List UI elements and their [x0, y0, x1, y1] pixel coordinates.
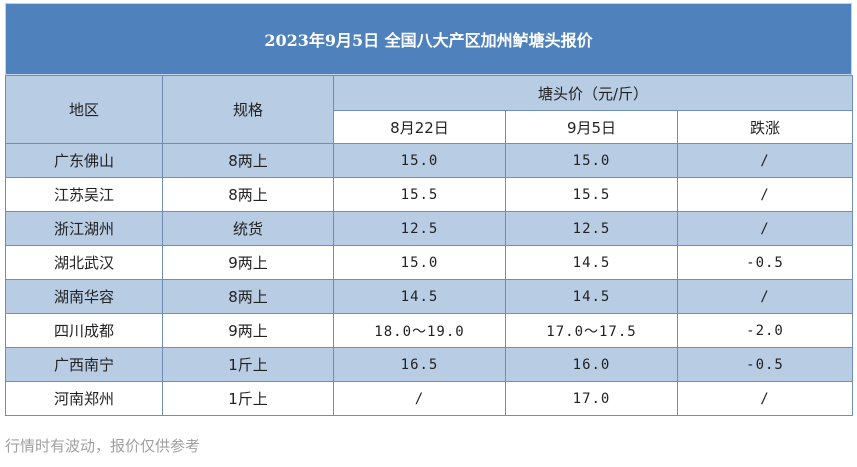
table-row: 广东佛山 8两上 15.0 15.0 /	[5, 143, 854, 178]
cell-price-2: 17.0	[505, 381, 678, 416]
table-row: 广西南宁 1斤上 16.5 16.0 -0.5	[5, 347, 854, 382]
cell-price-1: 15.0	[333, 245, 506, 280]
cell-spec: 统货	[162, 211, 334, 246]
cell-region: 湖南华容	[5, 279, 163, 314]
cell-price-2: 12.5	[505, 211, 678, 246]
price-table-container: 2023年9月5日 全国八大产区加州鲈塘头报价 地区 规格 塘头价（元/斤） 8…	[5, 3, 854, 416]
cell-region: 广东佛山	[5, 143, 163, 178]
header-date-1: 8月22日	[333, 110, 506, 144]
cell-price-1: 12.5	[333, 211, 506, 246]
cell-price-1: 15.5	[333, 177, 506, 212]
cell-price-2: 15.0	[505, 143, 678, 178]
header-spec: 规格	[162, 75, 334, 144]
cell-region: 河南郑州	[5, 381, 163, 416]
cell-change: /	[676, 279, 854, 314]
cell-change: /	[676, 211, 854, 246]
cell-change: -0.5	[676, 245, 854, 280]
table-row: 浙江湖州 统货 12.5 12.5 /	[5, 211, 854, 246]
header-date-2: 9月5日	[505, 110, 678, 144]
cell-change: -0.5	[676, 347, 854, 382]
cell-spec: 8两上	[162, 143, 334, 178]
table-row: 江苏吴江 8两上 15.5 15.5 /	[5, 177, 854, 212]
cell-region: 湖北武汉	[5, 245, 163, 280]
table-title: 2023年9月5日 全国八大产区加州鲈塘头报价	[5, 3, 852, 75]
cell-price-1: 16.5	[333, 347, 506, 382]
cell-price-1: /	[333, 381, 506, 416]
cell-price-1: 15.0	[333, 143, 506, 178]
cell-change: /	[676, 177, 854, 212]
cell-region: 江苏吴江	[5, 177, 163, 212]
header-change: 跌涨	[676, 110, 854, 144]
cell-spec: 8两上	[162, 177, 334, 212]
table-row: 河南郑州 1斤上 / 17.0 /	[5, 381, 854, 416]
cell-change: -2.0	[676, 313, 854, 348]
cell-price-2: 15.5	[505, 177, 678, 212]
cell-spec: 9两上	[162, 245, 334, 280]
cell-region: 四川成都	[5, 313, 163, 348]
cell-region: 广西南宁	[5, 347, 163, 382]
header-price-group: 塘头价（元/斤）	[332, 75, 854, 111]
price-table: 地区 规格 塘头价（元/斤） 8月22日 9月5日 跌涨 广东佛山 8两上 15…	[5, 75, 854, 416]
cell-spec: 1斤上	[162, 381, 334, 416]
cell-change: /	[676, 381, 854, 416]
cell-price-1: 14.5	[333, 279, 506, 314]
disclaimer-note: 行情时有波动，报价仅供参考	[5, 437, 201, 455]
cell-price-2: 16.0	[505, 347, 678, 382]
cell-price-2: 14.5	[505, 279, 678, 314]
cell-spec: 9两上	[162, 313, 334, 348]
cell-price-1: 18.0～19.0	[333, 313, 506, 348]
cell-price-2: 14.5	[505, 245, 678, 280]
cell-spec: 1斤上	[162, 347, 334, 382]
cell-region: 浙江湖州	[5, 211, 163, 246]
header-region: 地区	[5, 75, 163, 144]
cell-price-2: 17.0～17.5	[505, 313, 678, 348]
table-row: 湖北武汉 9两上 15.0 14.5 -0.5	[5, 245, 854, 280]
table-row: 湖南华容 8两上 14.5 14.5 /	[5, 279, 854, 314]
table-row: 四川成都 9两上 18.0～19.0 17.0～17.5 -2.0	[5, 313, 854, 348]
cell-change: /	[676, 143, 854, 178]
cell-spec: 8两上	[162, 279, 334, 314]
